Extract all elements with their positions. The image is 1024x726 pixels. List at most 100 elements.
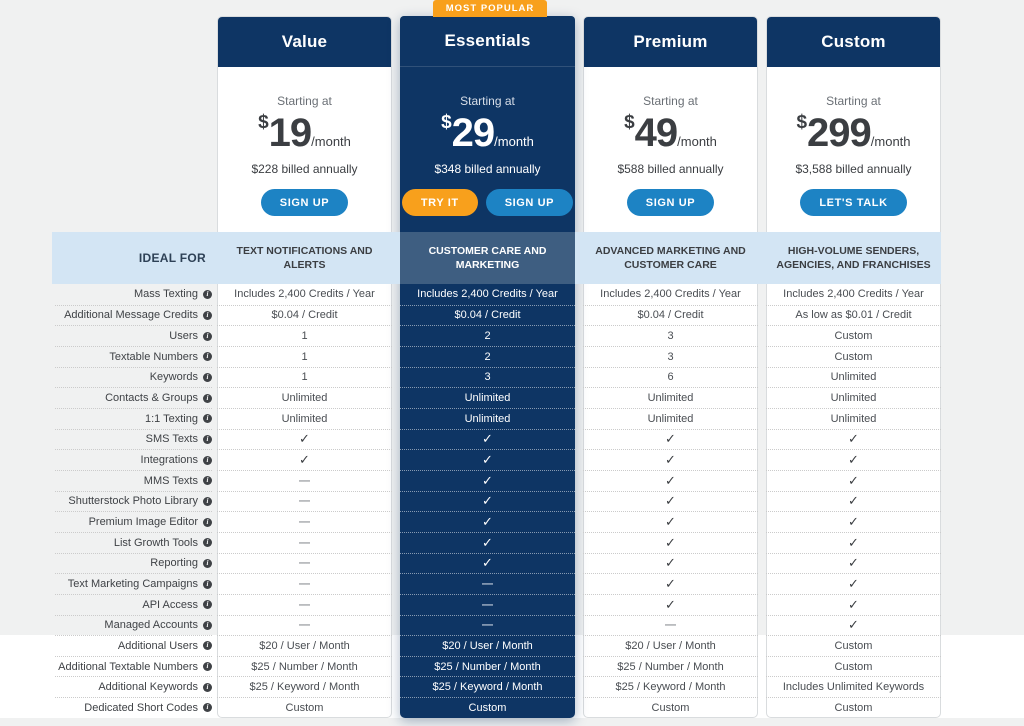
feature-cell: ✓ — [766, 428, 941, 450]
info-icon[interactable]: i — [203, 393, 212, 403]
feature-row: Users i 1 2 3 Custom — [0, 325, 1024, 346]
ideal-for-value: TEXT NOTIFICATIONS AND ALERTS — [236, 244, 373, 271]
feature-cell: ✓ — [583, 531, 758, 553]
feature-cell: Custom — [766, 635, 941, 656]
price-amount: 29 — [451, 111, 495, 155]
plan-body: Starting at $299/month $3,588 billed ann… — [767, 67, 940, 216]
feature-label: SMS Texts i — [55, 428, 212, 450]
feature-cell: 3 — [583, 345, 758, 367]
feature-cell: ✓ — [217, 449, 392, 470]
feature-label-text: Dedicated Short Codes — [84, 701, 198, 714]
feature-cell: Custom — [766, 697, 941, 718]
feature-cell: $25 / Number / Month — [217, 655, 392, 677]
dash-icon: — — [482, 578, 493, 591]
feature-label: Users i — [55, 325, 212, 346]
info-icon[interactable]: i — [203, 352, 212, 362]
feature-cell: $0.04 / Credit — [400, 304, 575, 326]
info-icon[interactable]: i — [203, 517, 212, 527]
feature-cell: $20 / User / Month — [583, 635, 758, 656]
info-icon[interactable]: i — [203, 372, 212, 382]
check-icon: ✓ — [665, 514, 676, 530]
feature-cell: ✓ — [583, 449, 758, 470]
dash-icon: — — [299, 598, 310, 611]
feature-cell: Unlimited — [400, 407, 575, 429]
feature-row: Contacts & Groups i Unlimited Unlimited Unli… — [0, 387, 1024, 408]
info-icon[interactable]: i — [203, 434, 212, 444]
feature-cell: Custom — [217, 697, 392, 718]
plan-price: $29/month — [441, 111, 534, 156]
ideal-for-essentials: CUSTOMER CARE AND MARKETING — [400, 232, 575, 284]
feature-label-text: List Growth Tools — [113, 536, 198, 549]
feature-label-text: Keywords — [149, 371, 198, 384]
check-icon: ✓ — [482, 514, 493, 530]
check-icon: ✓ — [299, 452, 310, 468]
price-currency: $ — [258, 112, 269, 133]
feature-cell: $0.04 / Credit — [217, 304, 392, 326]
feature-cell: Custom — [583, 697, 758, 718]
info-icon[interactable]: i — [203, 310, 212, 320]
info-icon[interactable]: i — [203, 414, 212, 424]
feature-cell: Unlimited — [766, 366, 941, 388]
feature-label-text: Reporting — [150, 557, 198, 570]
dash-icon: — — [299, 495, 310, 508]
feature-cell: — — [217, 511, 392, 532]
info-icon[interactable]: i — [203, 703, 212, 713]
feature-label: Additional Keywords i — [55, 676, 212, 697]
feature-cell: $20 / User / Month — [400, 635, 575, 656]
feature-cell: $20 / User / Month — [217, 635, 392, 656]
feature-cell: ✓ — [766, 531, 941, 553]
let-s-talk-button[interactable]: LET'S TALK — [800, 189, 907, 216]
feature-cell: ✓ — [583, 428, 758, 450]
feature-label: Keywords i — [55, 366, 212, 388]
plan-title: Essentials — [444, 31, 531, 50]
try-it-button[interactable]: TRY IT — [401, 189, 478, 216]
info-icon[interactable]: i — [203, 558, 212, 568]
feature-row: Reporting i — ✓ ✓ ✓ — [0, 552, 1024, 574]
info-icon[interactable]: i — [203, 662, 212, 672]
feature-cell: 1 — [217, 325, 392, 346]
feature-label: Shutterstock Photo Library i — [55, 490, 212, 512]
feature-label-text: Premium Image Editor — [88, 516, 198, 529]
feature-cell: Unlimited — [766, 407, 941, 429]
check-icon: ✓ — [665, 534, 676, 550]
info-icon[interactable]: i — [203, 538, 212, 548]
sign-up-button[interactable]: SIGN UP — [260, 189, 349, 216]
feature-label: Premium Image Editor i — [55, 511, 212, 532]
info-icon[interactable]: i — [203, 620, 212, 630]
feature-cell: 1 — [217, 345, 392, 367]
feature-cell: ✓ — [583, 490, 758, 512]
feature-label-text: Additional Users — [117, 639, 198, 652]
info-icon[interactable]: i — [203, 682, 212, 692]
check-icon: ✓ — [482, 493, 493, 509]
sign-up-button[interactable]: SIGN UP — [485, 189, 574, 216]
feature-cell: Includes 2,400 Credits / Year — [417, 288, 558, 301]
check-icon: ✓ — [665, 576, 676, 592]
feature-row: Additional Users i $20 / User / Month $20 /… — [0, 635, 1024, 656]
feature-row: Dedicated Short Codes i Custom Custom Custom… — [0, 697, 1024, 718]
feature-cell: — — [400, 573, 575, 594]
sign-up-button[interactable]: SIGN UP — [626, 189, 715, 216]
info-icon[interactable]: i — [203, 579, 212, 589]
check-icon: ✓ — [848, 493, 859, 509]
check-icon: ✓ — [665, 493, 676, 509]
plan-body: Starting at $19/month $228 billed annual… — [218, 67, 391, 216]
price-period: /month — [311, 134, 351, 149]
plan-buttons: SIGN UP — [260, 189, 349, 216]
feature-row: List Growth Tools i — ✓ ✓ ✓ — [0, 531, 1024, 553]
info-icon[interactable]: i — [203, 476, 212, 486]
info-icon[interactable]: i — [203, 600, 212, 610]
most-popular-badge: MOST POPULAR — [433, 0, 547, 17]
feature-cell: $25 / Keyword / Month — [217, 676, 392, 697]
feature-cell: 2 — [400, 345, 575, 367]
info-icon[interactable]: i — [203, 496, 212, 506]
info-icon[interactable]: i — [203, 289, 212, 299]
feature-cell: Includes 2,400 Credits / Year — [783, 288, 924, 301]
info-icon[interactable]: i — [203, 641, 212, 651]
feature-cell: ✓ — [217, 428, 392, 450]
info-icon[interactable]: i — [203, 455, 212, 465]
feature-cell: Unlimited — [400, 387, 575, 408]
starting-at-label: Starting at — [643, 94, 698, 108]
info-icon[interactable]: i — [203, 331, 212, 341]
feature-cell: $25 / Keyword / Month — [400, 676, 575, 697]
feature-cell: — — [217, 469, 392, 491]
